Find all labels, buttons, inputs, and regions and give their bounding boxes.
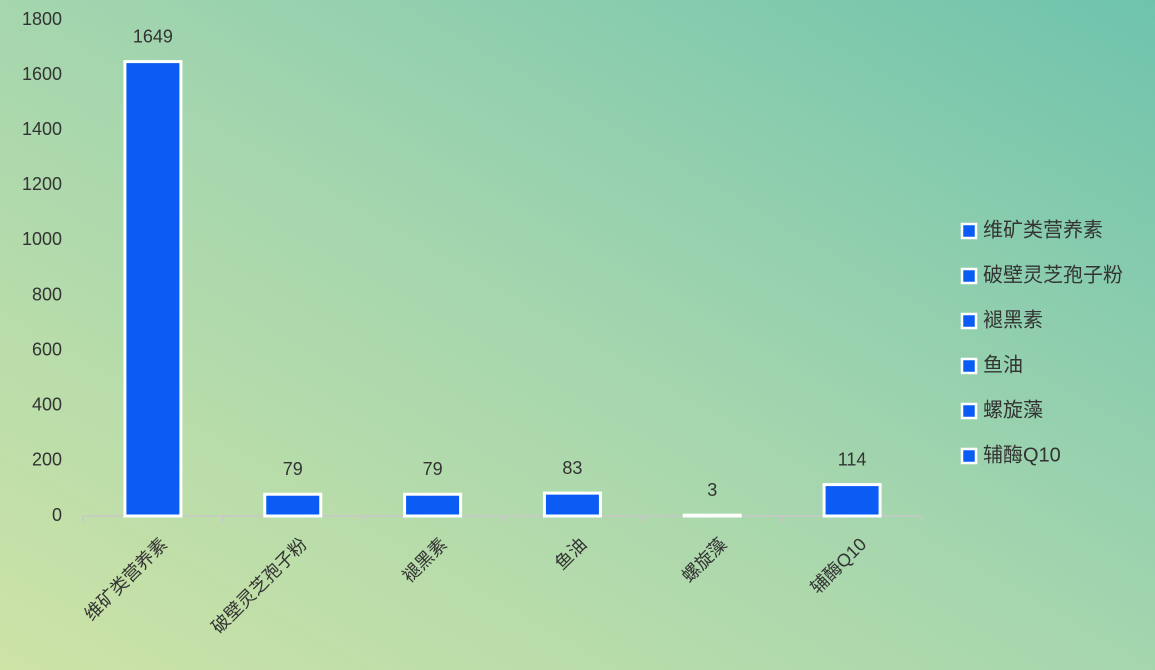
y-tick-label: 1600 [22, 64, 62, 84]
data-label: 79 [423, 459, 443, 479]
legend-swatch [960, 267, 978, 285]
bar [542, 491, 602, 518]
bar [403, 492, 463, 518]
legend-label: 鱼油 [983, 353, 1023, 376]
legend-label: 螺旋藻 [983, 398, 1043, 421]
bar [123, 60, 183, 518]
y-tick-label: 800 [32, 284, 62, 304]
legend-label: 维矿类营养素 [983, 218, 1103, 241]
y-tick-label: 1200 [22, 174, 62, 194]
legend-label: 褪黑素 [983, 308, 1043, 331]
legend-label: 辅酶Q10 [983, 443, 1061, 466]
y-tick-label: 200 [32, 450, 62, 470]
data-label: 1649 [133, 26, 173, 46]
data-label: 114 [838, 449, 867, 469]
y-tick-label: 1000 [22, 229, 62, 249]
legend-swatch [960, 447, 978, 465]
data-label: 83 [562, 458, 582, 478]
bar [822, 483, 882, 518]
data-label: 79 [283, 459, 303, 479]
bar [263, 492, 323, 518]
y-tick-label: 400 [32, 395, 62, 415]
legend-swatch [960, 312, 978, 330]
bar [682, 513, 742, 518]
legend-swatch [960, 402, 978, 420]
y-tick-label: 0 [52, 505, 62, 525]
y-tick-label: 1800 [22, 9, 62, 29]
legend-swatch [960, 222, 978, 240]
legend-label: 破壁灵芝孢子粉 [983, 263, 1123, 286]
y-tick-label: 1400 [22, 119, 62, 139]
legend-swatch [960, 357, 978, 375]
data-label: 3 [707, 480, 717, 500]
y-tick-label: 600 [32, 339, 62, 359]
